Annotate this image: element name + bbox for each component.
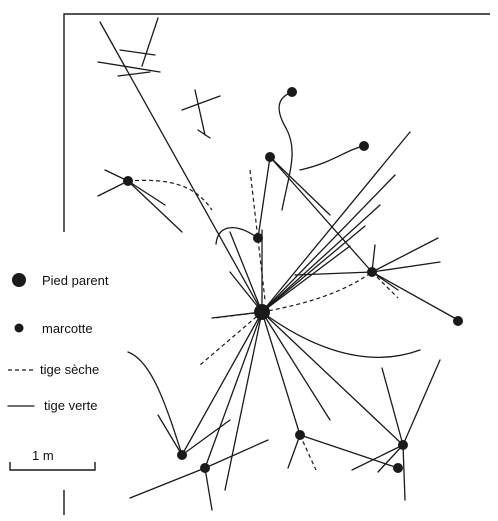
layer-dot [177, 450, 187, 460]
legend-parent-marker [12, 273, 26, 287]
legend-dry-label: tige sèche [40, 362, 99, 377]
layer-dot [398, 440, 408, 450]
legend: Pied parent marcotte tige sèche tige ver… [7, 273, 109, 413]
layer-dot [265, 152, 275, 162]
layer-dot [123, 176, 133, 186]
dry-stems [127, 169, 399, 471]
green-stems [97, 17, 459, 511]
layer-dot [200, 463, 210, 473]
layer-dot [253, 233, 263, 243]
scale-label: 1 m [32, 448, 54, 463]
layer-dot [393, 463, 403, 473]
parent-plant-dot [254, 304, 270, 320]
layer-dot [287, 87, 297, 97]
layer-dot [453, 316, 463, 326]
layer-dot [359, 141, 369, 151]
frame [63, 13, 490, 515]
layer-dot [295, 430, 305, 440]
legend-parent-label: Pied parent [42, 273, 109, 288]
layer-dot [367, 267, 377, 277]
layer-dots [123, 87, 463, 473]
scale-line [9, 462, 96, 471]
scale-bar: 1 m [9, 448, 96, 471]
legend-layer-label: marcotte [42, 321, 93, 336]
legend-green-label: tige verte [44, 398, 97, 413]
legend-layer-marker [14, 323, 24, 333]
